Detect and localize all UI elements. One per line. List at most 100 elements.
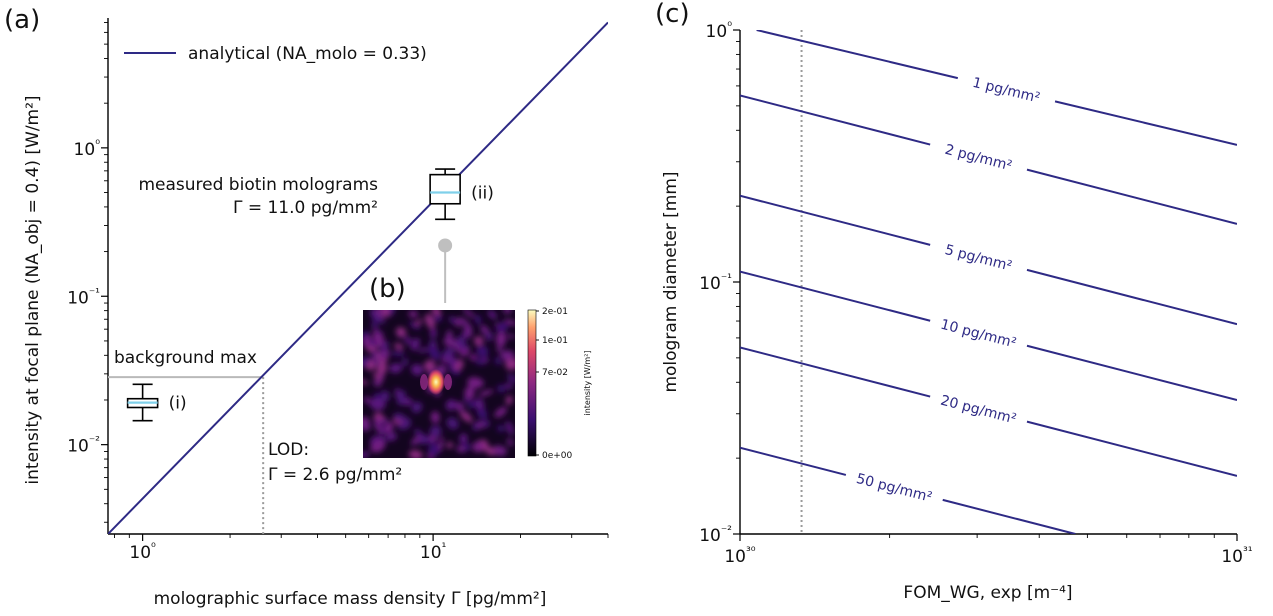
heatmap-speckle	[411, 364, 424, 376]
heatmap-speckle	[430, 411, 440, 424]
heatmap-speckle	[434, 313, 443, 323]
heatmap-speckle	[363, 356, 370, 365]
contour-line	[1026, 268, 1237, 326]
contour-line	[740, 446, 847, 476]
contour-label: 2 pg/mm²	[943, 142, 1014, 175]
contour-line	[1026, 420, 1237, 477]
heatmap-speckle	[456, 445, 466, 453]
heatmap-speckle	[497, 384, 506, 393]
panel-b-heatmap: 2e-01 1e-01 7e-02 0e+00 intensity [W/m²]	[363, 307, 592, 461]
heatmap-speckle	[505, 420, 514, 436]
box-body	[429, 173, 461, 205]
heatmap-speckle	[393, 413, 406, 421]
panel-label-c: (c)	[655, 0, 690, 29]
heatmap-sidelobe	[444, 374, 452, 390]
heatmap-speckle	[472, 441, 483, 453]
colorbar	[527, 309, 537, 457]
contour-line	[1026, 344, 1237, 402]
heatmap-speckle	[505, 358, 515, 371]
contour-line	[740, 270, 931, 322]
panel-label-a: (a)	[4, 5, 40, 35]
panel-a-ytick-label: 10⁰	[74, 137, 101, 160]
panel-c-series-labels: 1 pg/mm² 2 pg/mm² 5 pg/mm² 10 pg/mm² 20 pg/m…	[854, 75, 1041, 506]
heatmap-speckle	[507, 373, 515, 383]
contour-line	[740, 346, 931, 398]
box-label-ii: (ii)	[471, 184, 494, 204]
heatmap-speckle	[374, 310, 384, 317]
heatmap-speckle	[373, 379, 382, 387]
heatmap-speckle	[506, 438, 514, 446]
background-max-label: background max	[114, 348, 257, 368]
heatmap-speckle	[363, 421, 371, 432]
heatmap-speckle	[475, 398, 485, 410]
heatmap-speckle	[467, 377, 483, 389]
heatmap-speckle	[495, 331, 507, 347]
heatmap-speckle	[372, 372, 381, 380]
heatmap-speckle	[370, 323, 379, 329]
contour-line	[1054, 100, 1237, 146]
heatmap-speckle	[363, 336, 372, 347]
boxplot	[429, 168, 461, 221]
heatmap-speckle	[431, 310, 442, 316]
heatmap-speckle	[410, 337, 420, 351]
heatmap-speckle	[499, 350, 515, 360]
panel-a-ytick-label: 10⁻²	[67, 434, 100, 457]
heatmap-speckle	[371, 440, 386, 453]
contour-label: 20 pg/mm²	[939, 393, 1018, 428]
heatmap-speckle	[411, 401, 423, 413]
heatmap-speckle	[414, 428, 424, 438]
legend: analytical (NA_molo = 0.33)	[124, 44, 427, 64]
heatmap-speckle	[374, 333, 385, 348]
heatmap-speckle	[485, 446, 496, 456]
heatmap-speckle	[487, 310, 497, 320]
measured-label-line2: Γ = 11.0 pg/mm²	[233, 198, 378, 218]
colorbar-tick-label: 1e-01	[542, 336, 568, 346]
panel-c-y-axis-label: mologram diameter [mm]	[661, 171, 681, 392]
heatmap-speckle	[494, 406, 507, 418]
heatmap-speckle	[496, 425, 505, 432]
panel-a-xtick-label: 10¹	[420, 540, 447, 563]
heatmap-speckle	[460, 411, 473, 423]
heatmap-speckles	[363, 310, 515, 458]
heatmap-speckle	[494, 357, 502, 365]
lod-value: Γ = 2.6 pg/mm²	[268, 465, 402, 485]
panel-a-marks	[108, 21, 608, 534]
heatmap-speckle	[381, 390, 390, 402]
heatmap-speckle	[476, 421, 485, 429]
colorbar-ticks	[536, 310, 539, 456]
contour-label: 5 pg/mm²	[943, 242, 1014, 275]
heatmap-speckle	[473, 336, 484, 346]
panel-label-b: (b)	[369, 274, 406, 304]
contour-label: 1 pg/mm²	[971, 75, 1042, 107]
heatmap-speckle	[446, 442, 453, 449]
contour-line	[1026, 168, 1237, 225]
colorbar-tick-label: 7e-02	[542, 368, 568, 378]
colorbar-label: intensity [W/m²]	[583, 350, 592, 415]
panel-a-y-axis-label: intensity at focal plane (NA_obj = 0.4) …	[23, 95, 43, 484]
heatmap-speckle	[372, 315, 386, 324]
heatmap-speckle	[404, 336, 412, 345]
heatmap-speckle	[376, 360, 387, 375]
colorbar-tick-label: 2e-01	[542, 307, 568, 317]
heatmap-speckle	[369, 398, 386, 411]
heatmap-speckle	[380, 424, 387, 437]
panel-c-ytick-label: 10⁻²	[699, 523, 732, 546]
heatmap-speckle	[445, 399, 457, 411]
panel-a-chart: 10⁻² 10⁻¹ 10⁰ 10⁰ 10¹ molographic surfac…	[23, 18, 609, 609]
heatmap-speckle	[380, 341, 390, 351]
heatmap-speckle	[397, 389, 406, 406]
heatmap-speckle	[430, 441, 436, 454]
panel-c-ytick-label: 10⁰	[706, 19, 733, 42]
panel-c-chart: 10⁻² 10⁻¹ 10⁰ 10³⁰ 10³¹ FOM_WG, exp [m⁻⁴…	[661, 19, 1253, 603]
heatmap-hotspot	[427, 369, 445, 395]
heatmap-speckle	[496, 346, 502, 353]
heatmap-speckle	[391, 351, 405, 357]
heatmap-speckle	[480, 325, 489, 335]
heatmap-speckle	[495, 322, 509, 333]
heatmap-speckle	[504, 319, 515, 326]
heatmap-speckle	[374, 417, 383, 433]
heatmap-speckle	[457, 317, 468, 325]
boxplot	[126, 383, 159, 422]
heatmap-speckle	[424, 360, 436, 372]
